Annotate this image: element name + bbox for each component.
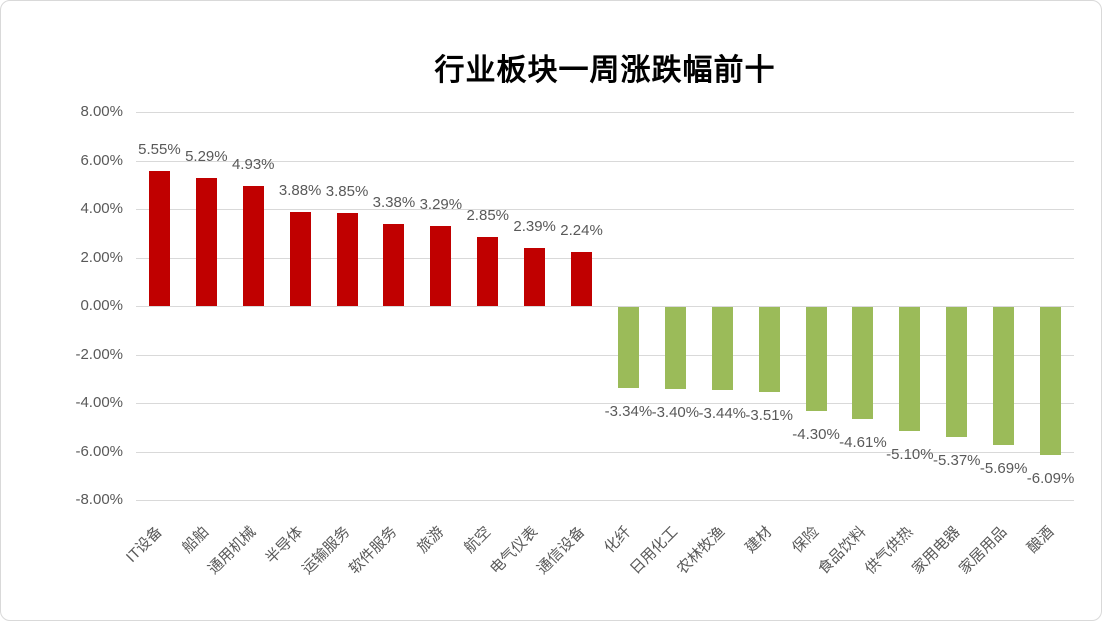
category-axis-label: 保险	[789, 523, 823, 557]
y-axis-tick-label: 8.00%	[80, 103, 123, 120]
positive-bar	[242, 186, 264, 306]
chart-title: 行业板块一周涨跌幅前十	[434, 53, 776, 88]
bar-data-label: -4.30%	[792, 426, 840, 444]
category-axis-label: 化纤	[601, 523, 635, 557]
bar-data-label: -3.34%	[604, 402, 653, 420]
category-axis-label: 供气供热	[861, 523, 917, 578]
bar-data-label: 4.93%	[231, 156, 275, 174]
y-axis-tick-label: 4.00%	[80, 200, 123, 217]
gridline	[136, 500, 1074, 501]
bar-data-label: 2.85%	[466, 206, 510, 224]
positive-bar	[148, 171, 170, 306]
negative-bar	[711, 307, 733, 391]
bar-data-label: -5.69%	[979, 459, 1028, 477]
positive-bar	[477, 236, 499, 306]
negative-bar	[993, 307, 1015, 445]
category-axis-label: 旅游	[413, 523, 448, 557]
category-axis-label: 食品饮料	[814, 523, 870, 578]
positive-bar	[571, 251, 593, 306]
negative-bar	[805, 307, 827, 412]
category-axis-label: IT设备	[123, 523, 166, 566]
negative-bar	[617, 307, 639, 388]
category-axis-label: 航空	[460, 523, 495, 557]
bar-data-label: -3.51%	[745, 407, 793, 425]
bar-data-label: 2.24%	[560, 221, 603, 239]
positive-bar	[430, 226, 452, 306]
bar-data-label: -4.61%	[839, 433, 887, 451]
bar-data-label: 3.38%	[372, 194, 416, 212]
positive-bar	[289, 211, 311, 306]
category-axis-label: 通信设备	[533, 523, 588, 578]
y-axis-tick-label: 0.00%	[80, 297, 123, 314]
positive-bar	[195, 177, 217, 306]
gridline	[136, 354, 1074, 356]
y-axis-tick-label: -2.00%	[75, 345, 123, 363]
category-axis-label: 半导体	[262, 523, 307, 568]
bar-data-label: 2.39%	[513, 218, 556, 236]
negative-bar	[758, 307, 780, 393]
bar-data-label: -3.40%	[651, 404, 700, 422]
bar-data-label: -5.10%	[886, 445, 934, 463]
y-axis-tick-label: -6.00%	[75, 442, 123, 460]
bar-data-label: 3.29%	[419, 196, 463, 214]
bar-data-label: -3.44%	[698, 405, 747, 423]
gridline	[136, 209, 1074, 210]
bar-data-label: -6.09%	[1026, 469, 1075, 487]
bar-data-label: 3.85%	[325, 182, 369, 200]
zero-gridline	[136, 306, 1074, 307]
bar-data-label: 5.55%	[138, 141, 181, 159]
category-axis-label: 农林牧渔	[674, 523, 729, 578]
positive-bar	[383, 224, 405, 306]
category-axis-label: 日用化工	[627, 523, 682, 578]
category-axis-label: 船舶	[179, 523, 213, 557]
gridline	[136, 403, 1074, 404]
y-axis-tick-label: 2.00%	[80, 248, 123, 266]
positive-bar	[524, 248, 546, 306]
positive-bar	[336, 212, 358, 306]
gridline	[136, 112, 1074, 113]
negative-bar	[852, 307, 874, 419]
y-axis-tick-label: -8.00%	[75, 491, 123, 508]
y-axis-tick-label: -4.00%	[75, 394, 123, 411]
bar-data-label: 5.29%	[185, 147, 228, 165]
category-axis-label: 建材	[742, 523, 776, 557]
negative-bar	[899, 307, 921, 431]
gridline	[136, 451, 1074, 453]
category-axis-label: 通用机械	[205, 523, 260, 578]
y-axis-tick-label: 6.00%	[80, 151, 123, 169]
negative-bar	[1040, 307, 1062, 455]
bar-data-label: -5.37%	[932, 452, 981, 470]
bar-data-label: 3.88%	[278, 181, 322, 199]
gridline	[136, 160, 1074, 162]
category-axis-label: 软件服务	[345, 523, 401, 578]
gridline	[136, 257, 1074, 259]
category-axis-label: 酿酒	[1023, 523, 1057, 557]
category-axis-label: 家居用品	[955, 523, 1010, 578]
category-axis-label: 家用电器	[908, 523, 964, 578]
category-axis-label: 电气仪表	[486, 523, 541, 578]
negative-bar	[664, 307, 686, 390]
negative-bar	[946, 307, 968, 438]
category-axis-label: 运输服务	[298, 523, 354, 578]
